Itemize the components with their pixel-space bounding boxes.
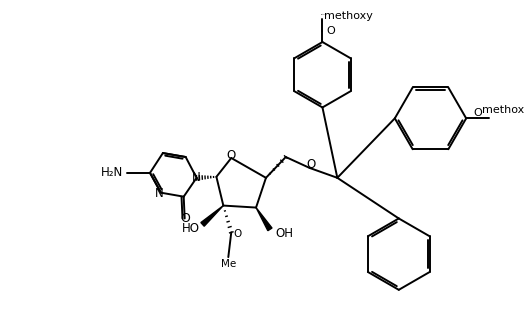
Text: methoxy: methoxy <box>492 112 498 113</box>
Text: O: O <box>227 148 236 162</box>
Text: O: O <box>306 158 315 171</box>
Text: O: O <box>180 212 190 225</box>
Text: O: O <box>326 26 335 36</box>
Text: O: O <box>233 229 242 239</box>
Polygon shape <box>256 208 272 231</box>
Text: H₂N: H₂N <box>101 166 123 179</box>
Text: N: N <box>192 171 201 184</box>
Text: HO: HO <box>181 222 200 235</box>
Text: Me: Me <box>221 259 236 269</box>
Text: OH: OH <box>275 227 293 240</box>
Text: methoxy: methoxy <box>324 11 373 21</box>
Text: methoxy: methoxy <box>321 14 328 15</box>
Text: O: O <box>474 108 483 118</box>
Text: N: N <box>155 187 163 200</box>
Polygon shape <box>201 206 223 226</box>
Text: methoxy: methoxy <box>482 106 524 115</box>
